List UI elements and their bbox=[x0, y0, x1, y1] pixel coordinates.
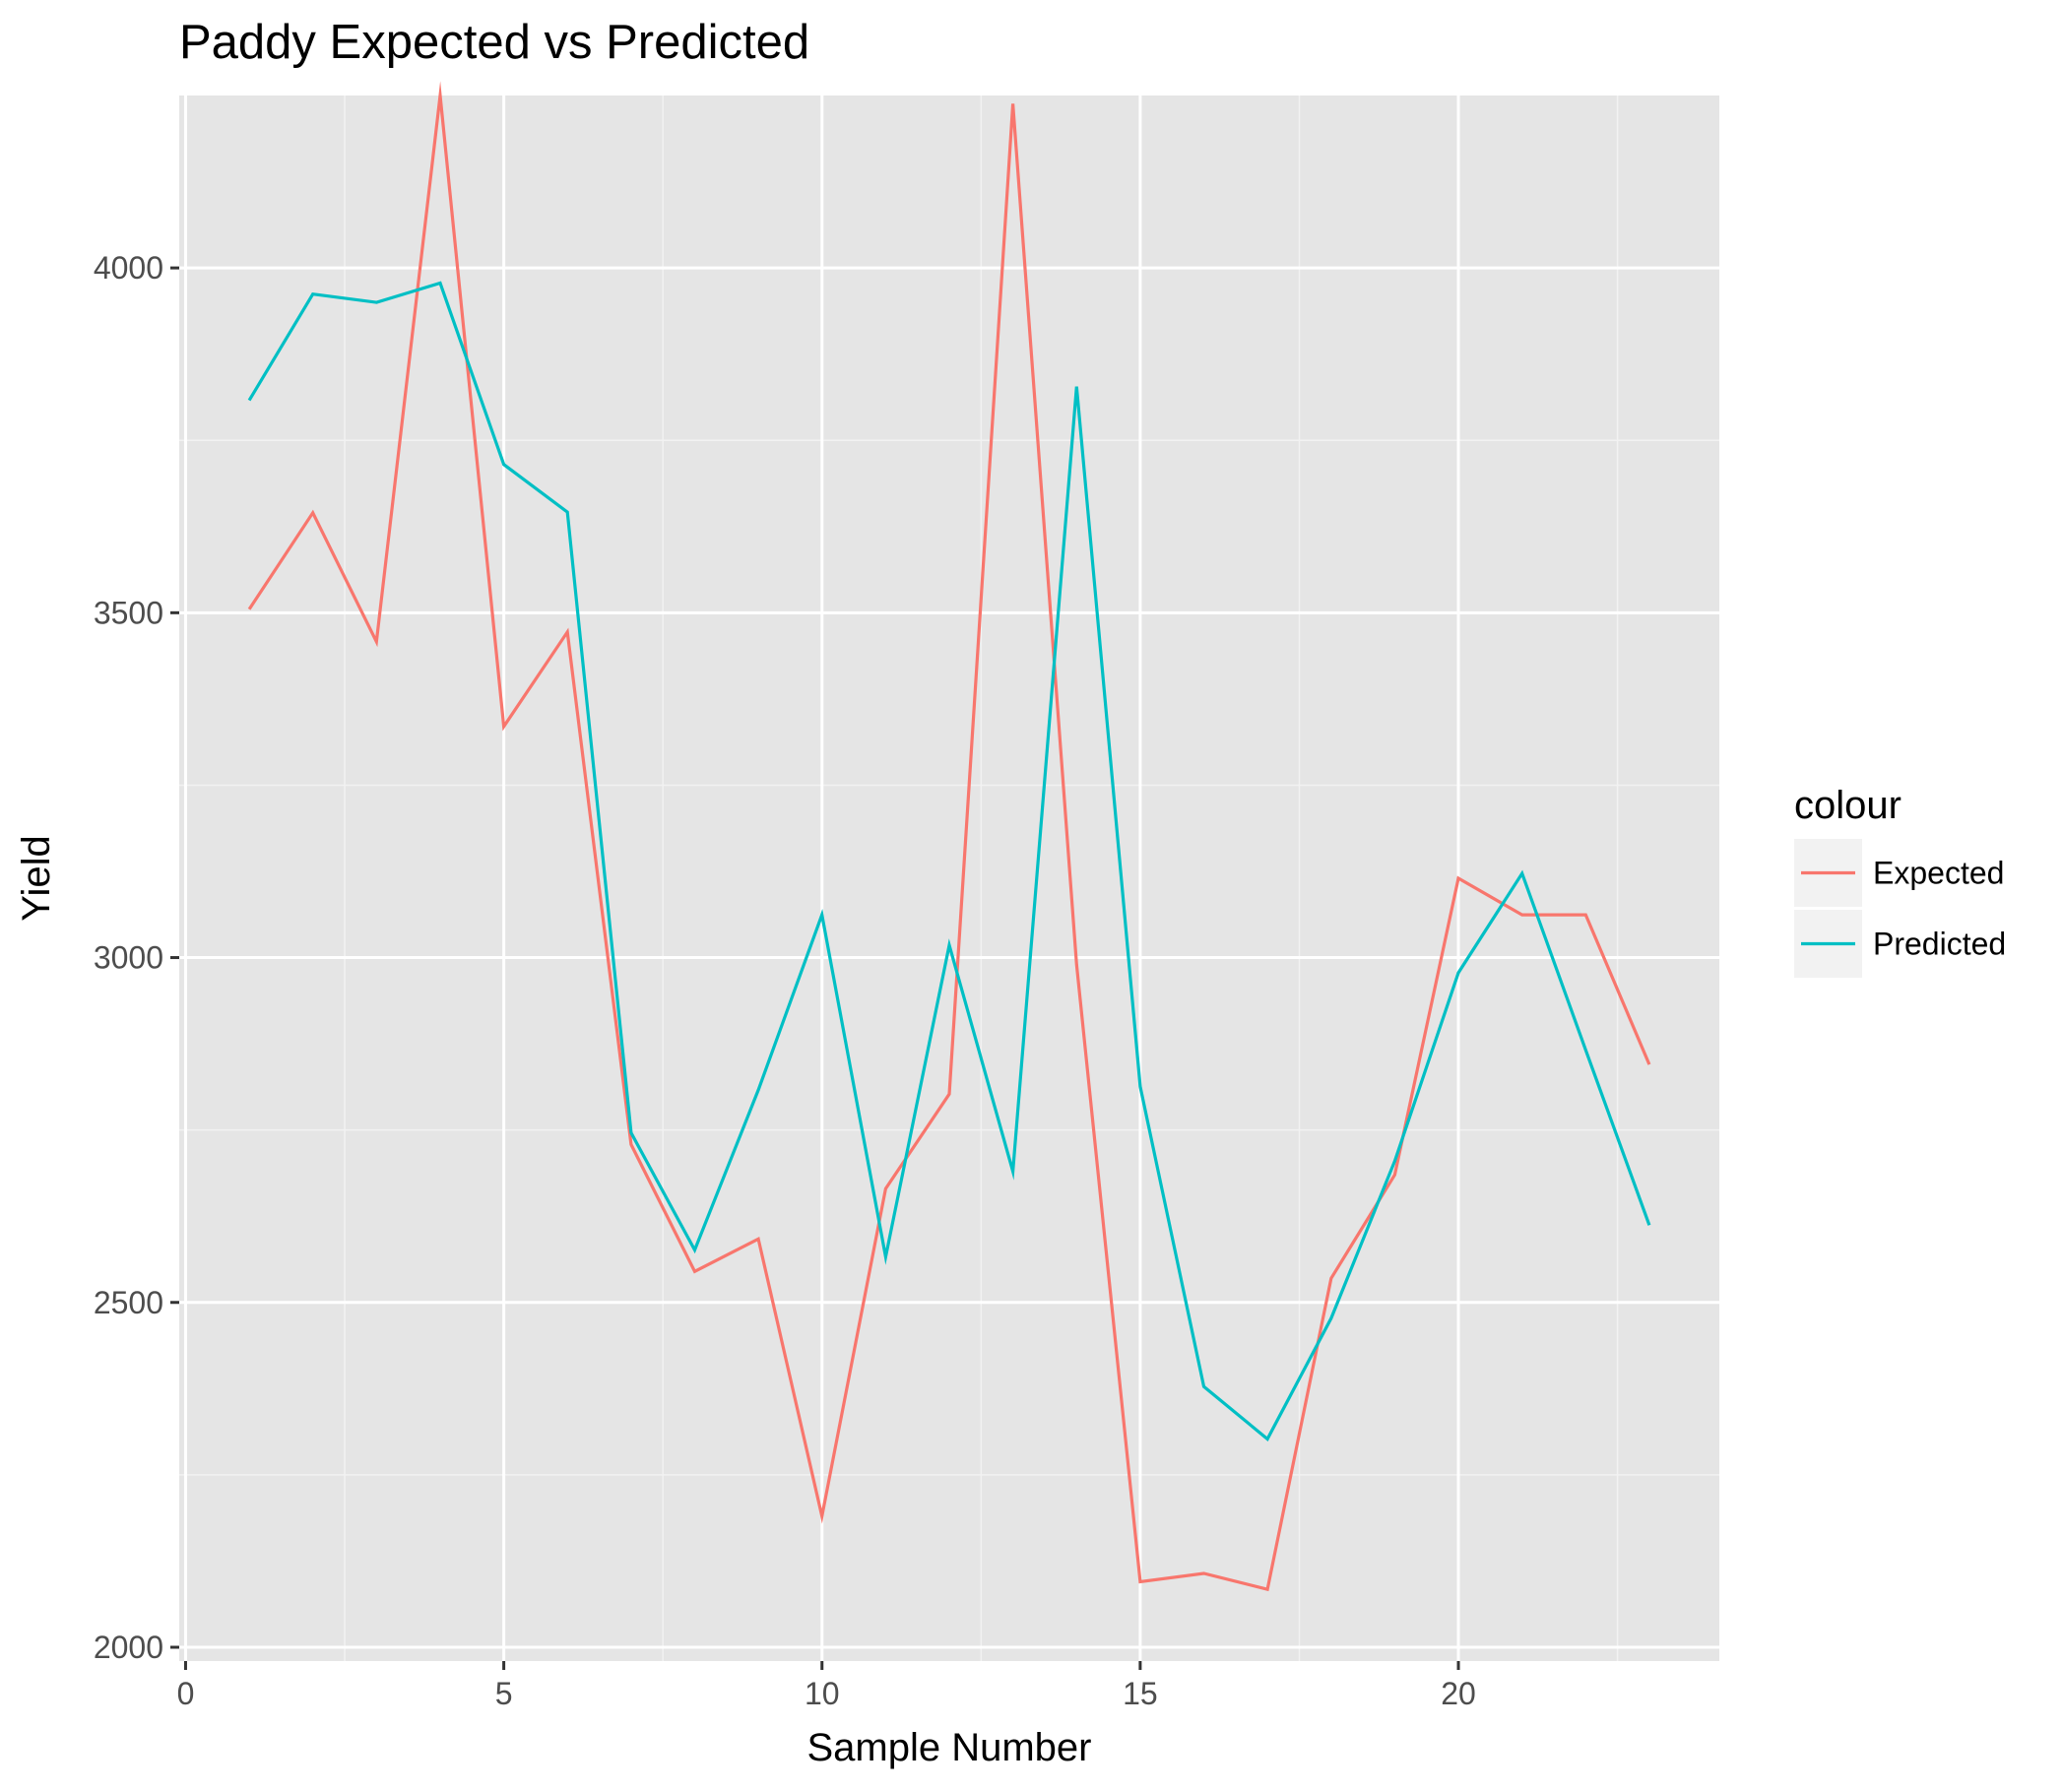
legend: colour Expected Predicted bbox=[1794, 784, 2006, 978]
x-tick-label: 10 bbox=[805, 1676, 840, 1711]
series-lines bbox=[247, 81, 1651, 1592]
y-tick-label: 3000 bbox=[94, 940, 163, 976]
y-axis: 2000 2500 3000 3500 4000 bbox=[94, 250, 179, 1665]
x-tick-label: 20 bbox=[1441, 1676, 1476, 1711]
legend-title: colour bbox=[1794, 784, 1902, 827]
y-tick-label: 2000 bbox=[94, 1630, 163, 1665]
legend-label-predicted: Predicted bbox=[1873, 927, 2006, 962]
x-tick-label: 5 bbox=[495, 1676, 513, 1711]
series-line-expected bbox=[247, 81, 1651, 1592]
plot-panel bbox=[179, 96, 1719, 1661]
x-axis: 0 5 10 15 20 bbox=[177, 1661, 1476, 1711]
x-axis-title: Sample Number bbox=[806, 1726, 1091, 1769]
chart-title: Paddy Expected vs Predicted bbox=[179, 16, 809, 69]
y-tick-label: 4000 bbox=[94, 250, 163, 286]
y-tick-label: 2500 bbox=[94, 1285, 163, 1320]
series-line-predicted bbox=[247, 281, 1651, 1441]
y-tick-label: 3500 bbox=[94, 595, 163, 630]
y-axis-title: Yield bbox=[15, 835, 58, 921]
legend-label-expected: Expected bbox=[1873, 856, 2004, 891]
minor-gridlines bbox=[179, 96, 1719, 1661]
x-tick-label: 15 bbox=[1123, 1676, 1158, 1711]
x-tick-label: 0 bbox=[177, 1676, 195, 1711]
